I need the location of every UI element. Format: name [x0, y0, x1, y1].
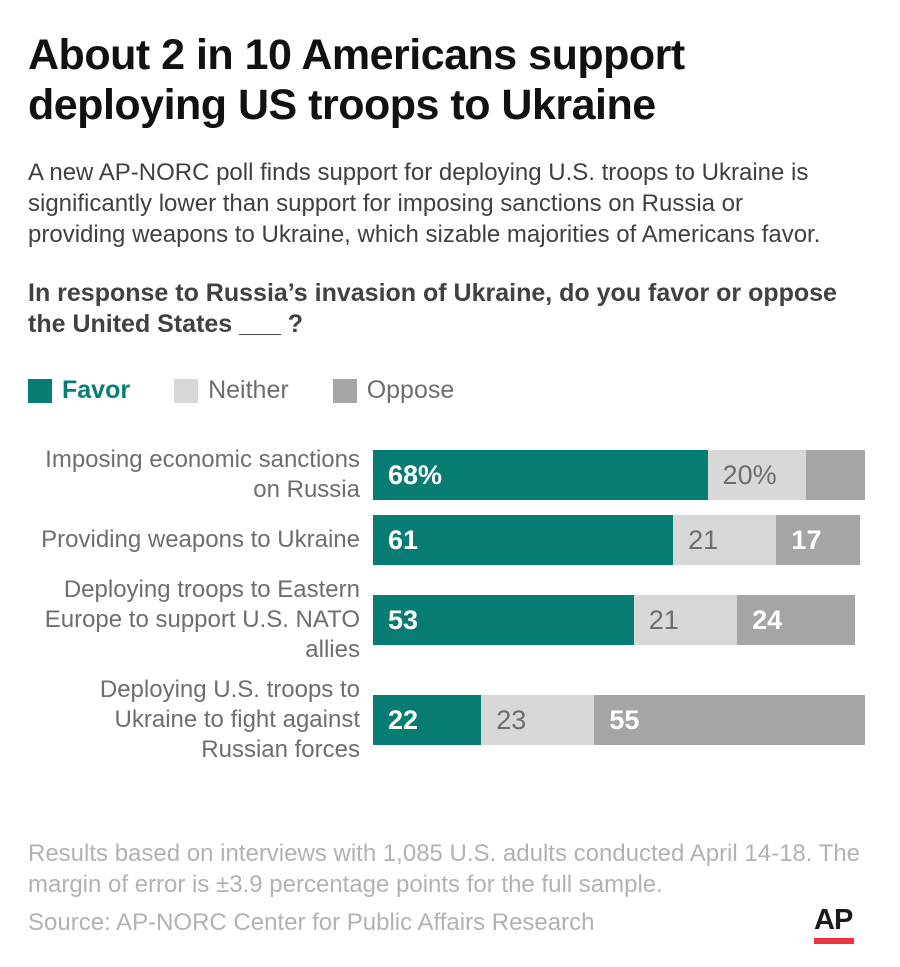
bar-segment-favor: 61	[373, 515, 674, 565]
bar-value-label: 68%	[388, 459, 443, 490]
intro-text: A new AP-NORC poll finds support for dep…	[28, 159, 821, 248]
legend-swatch-oppose	[332, 378, 357, 403]
bar-track: 22 23 55	[373, 695, 865, 745]
bar-value-label: 21	[648, 604, 679, 635]
bar-value-label: 20%	[722, 459, 777, 490]
bar-value-label: 23	[496, 704, 527, 735]
bar-value-label: 24	[752, 604, 783, 635]
category-label: Deploying U.S. troops to Ukraine to figh…	[99, 676, 360, 763]
footer: Results based on interviews with 1,085 U…	[28, 838, 866, 944]
bar-track: 53 21 24	[373, 595, 856, 645]
bar-track: 61 21 17	[373, 515, 861, 565]
bar-row: Imposing economic sanctions on Russia 68%…	[28, 445, 866, 505]
bar-segment-oppose: 55	[594, 695, 865, 745]
bar-segment-oppose: 17	[776, 515, 861, 565]
ap-logo-text: AP	[814, 904, 853, 936]
bar-row: Deploying troops to Eastern Europe to su…	[28, 575, 866, 665]
bar-segment-neither: 23	[481, 695, 595, 745]
category-label: Providing weapons to Ukraine	[41, 526, 360, 553]
legend-label-oppose: Oppose	[366, 376, 455, 404]
poll-question: In response to Russia’s invasion of Ukra…	[28, 279, 837, 338]
bar-segment-favor: 68%	[373, 450, 708, 500]
bar-value-label: 21	[688, 524, 719, 555]
bar-value-label: 61	[388, 524, 419, 555]
legend-swatch-neither	[174, 378, 199, 403]
legend-label-favor: Favor	[62, 376, 131, 404]
bar-segment-neither: 21	[673, 515, 777, 565]
category-label: Imposing economic sanctions on Russia	[45, 446, 360, 503]
legend-swatch-favor	[28, 378, 52, 403]
bar-segment-oppose	[805, 450, 865, 500]
bar-track: 68% 20%	[373, 450, 865, 500]
ap-logo: AP	[814, 905, 854, 944]
methodology-note: Results based on interviews with 1,085 U…	[28, 840, 861, 898]
bar-value-label: 22	[388, 704, 419, 735]
stacked-bar-chart: Imposing economic sanctions on Russia 68%…	[28, 445, 866, 765]
bar-segment-neither: 20%	[707, 450, 806, 500]
bar-value-label: 55	[609, 704, 640, 735]
bar-segment-oppose: 24	[737, 595, 856, 645]
category-label: Deploying troops to Eastern Europe to su…	[44, 576, 360, 663]
bar-segment-favor: 53	[373, 595, 634, 645]
legend-item-neither: Neither	[174, 376, 289, 405]
bar-segment-favor: 22	[373, 695, 482, 745]
bar-value-label: 17	[791, 524, 822, 555]
source-credit: Source: AP-NORC Center for Public Affair…	[28, 909, 595, 936]
source-row: Source: AP-NORC Center for Public Affair…	[28, 905, 866, 944]
bar-row: Providing weapons to Ukraine 61 21 17	[28, 515, 866, 565]
ap-logo-red-bar	[814, 938, 854, 944]
legend-label-neither: Neither	[208, 376, 289, 404]
page-title: About 2 in 10 Americans support deployin…	[28, 31, 685, 129]
legend-item-favor: Favor	[28, 376, 130, 405]
legend-item-oppose: Oppose	[332, 376, 455, 405]
bar-row: Deploying U.S. troops to Ukraine to figh…	[28, 675, 866, 765]
bar-segment-neither: 21	[633, 595, 738, 645]
bar-value-label: 53	[388, 604, 419, 635]
chart-legend: Favor Neither Oppose	[28, 376, 866, 405]
